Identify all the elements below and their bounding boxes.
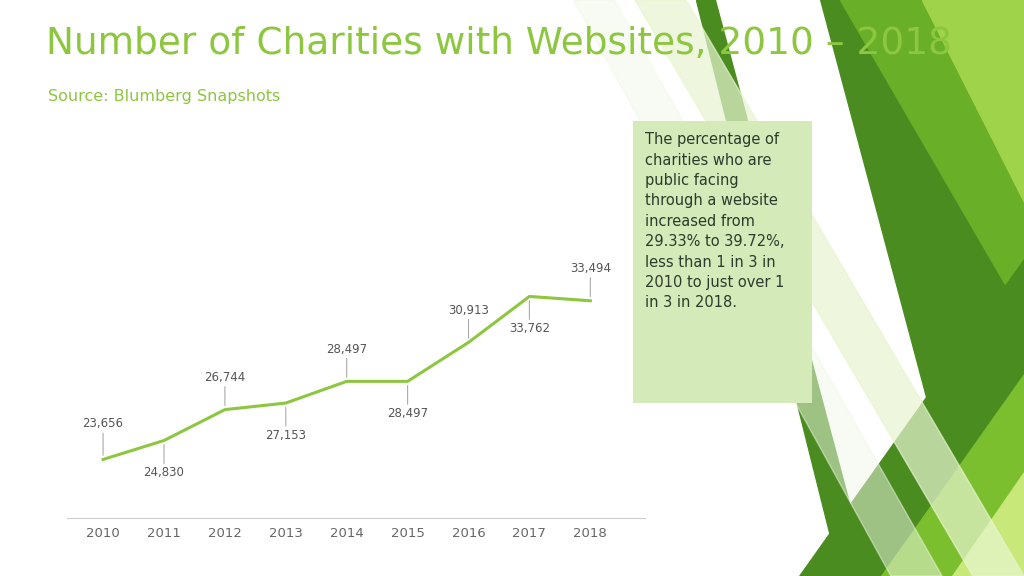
Text: 30,913: 30,913	[449, 304, 488, 338]
Text: 33,762: 33,762	[509, 301, 550, 335]
Text: 33,494: 33,494	[569, 262, 610, 297]
Text: Number of Charities with Websites, 2010 – 2018: Number of Charities with Websites, 2010 …	[46, 26, 952, 62]
Text: Source: Blumberg Snapshots: Source: Blumberg Snapshots	[48, 89, 281, 104]
Text: 23,656: 23,656	[83, 418, 124, 455]
Text: 26,744: 26,744	[204, 371, 246, 406]
Text: 28,497: 28,497	[387, 385, 428, 420]
Text: The percentage of
charities who are
public facing
through a website
increased fr: The percentage of charities who are publ…	[645, 132, 784, 310]
Text: 28,497: 28,497	[326, 343, 368, 377]
Text: 27,153: 27,153	[265, 407, 306, 442]
Text: 24,830: 24,830	[143, 445, 184, 479]
